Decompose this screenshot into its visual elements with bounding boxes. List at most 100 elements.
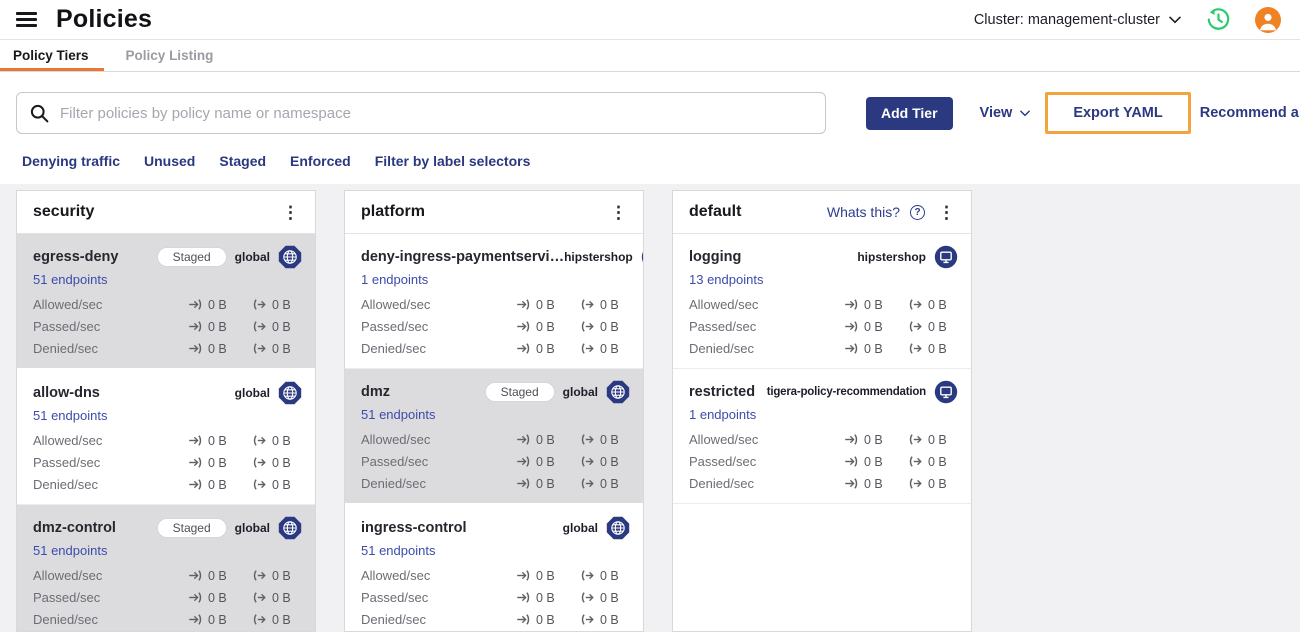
policy-scope-group: hipstershop: [857, 245, 958, 269]
tier-title: platform: [361, 203, 425, 220]
endpoints-link[interactable]: 1 endpoints: [689, 407, 757, 422]
outbound-value-group: 0 B: [908, 432, 958, 447]
policy-card[interactable]: egress-deny Staged global 51 endpoints Allow…: [17, 234, 315, 370]
inbound-value: 0 B: [208, 433, 227, 448]
inbound-value-group: 0 B: [188, 319, 238, 334]
inbound-value-group: 0 B: [516, 476, 566, 491]
whats-this-link[interactable]: Whats this?: [826, 204, 900, 220]
export-yaml-button[interactable]: Export YAML: [1045, 92, 1191, 134]
inbound-value: 0 B: [208, 341, 227, 356]
endpoints-link[interactable]: 51 endpoints: [33, 543, 108, 558]
metric-label: Passed/sec: [689, 454, 757, 469]
endpoints-link[interactable]: 51 endpoints: [361, 407, 436, 422]
metric-label: Passed/sec: [33, 590, 101, 605]
quick-filter-link[interactable]: Unused: [144, 153, 196, 169]
policy-card[interactable]: restricted tigera-policy-recommendation 1 …: [673, 369, 971, 504]
policy-card-header: ingress-control global: [361, 515, 630, 540]
ingress-arrow-icon: [516, 454, 531, 469]
endpoints-link[interactable]: 1 endpoints: [361, 272, 429, 287]
toolbar: Add Tier View Export YAML Recommend a Po…: [16, 92, 1300, 134]
cluster-selector[interactable]: Cluster: management-cluster: [974, 12, 1181, 28]
policy-card[interactable]: dmz Staged global 51 endpoints Allowed/sec 0 …: [345, 369, 643, 505]
chevron-down-icon: [1169, 16, 1181, 24]
metric-row: Allowed/sec 0 B 0 B: [689, 431, 958, 448]
tier-column: platform ⋮ deny-ingress-paymentservi… hipst…: [344, 190, 644, 632]
ingress-arrow-icon: [188, 568, 203, 583]
metric-label: Allowed/sec: [689, 297, 759, 312]
view-dropdown-label: View: [979, 105, 1013, 121]
tab-policy-tiers[interactable]: Policy Tiers: [0, 40, 104, 71]
policy-card[interactable]: deny-ingress-paymentservi… hipstershop 1 e…: [345, 234, 643, 369]
kebab-menu-icon[interactable]: ⋮: [938, 202, 955, 222]
policy-scope-group: Staged global: [484, 380, 630, 404]
metric-label: Allowed/sec: [33, 433, 103, 448]
policy-card[interactable]: ingress-control global 51 endpoints Allowed…: [345, 505, 643, 631]
quick-filter-link[interactable]: Filter by label selectors: [374, 153, 531, 169]
inbound-value: 0 B: [864, 297, 883, 312]
policy-name: allow-dns: [33, 384, 100, 401]
endpoints-link[interactable]: 51 endpoints: [361, 543, 436, 558]
egress-arrow-icon: [252, 612, 267, 627]
egress-arrow-icon: [252, 341, 267, 356]
inbound-value-group: 0 B: [844, 476, 894, 491]
metric-row: Allowed/sec 0 B 0 B: [361, 431, 630, 448]
kebab-menu-icon[interactable]: ⋮: [282, 202, 299, 222]
quick-filter-link[interactable]: Enforced: [290, 153, 351, 169]
metric-values: 0 B 0 B: [188, 433, 302, 448]
policy-card[interactable]: allow-dns global 51 endpoints Allowed/sec 0 …: [17, 370, 315, 505]
metric-row: Allowed/sec 0 B 0 B: [33, 567, 302, 584]
policy-scope-group: Staged global: [156, 516, 302, 540]
outbound-value: 0 B: [600, 568, 619, 583]
metric-values: 0 B 0 B: [516, 590, 630, 605]
history-clock-icon[interactable]: [1205, 7, 1231, 33]
policy-scope-label: global: [234, 520, 270, 535]
policy-card[interactable]: logging hipstershop 13 endpoints Allowed/se…: [673, 234, 971, 369]
outbound-value-group: 0 B: [252, 319, 302, 334]
ingress-arrow-icon: [516, 590, 531, 605]
outbound-value: 0 B: [272, 612, 291, 627]
metric-label: Allowed/sec: [689, 432, 759, 447]
egress-arrow-icon: [580, 590, 595, 605]
recommend-policy-button[interactable]: Recommend a Policy: [1199, 105, 1300, 121]
kebab-menu-icon[interactable]: ⋮: [610, 202, 627, 222]
filter-area: Add Tier View Export YAML Recommend a Po…: [0, 72, 1300, 184]
metric-values: 0 B 0 B: [844, 319, 958, 334]
metric-row: Allowed/sec 0 B 0 B: [361, 567, 630, 584]
outbound-value: 0 B: [928, 454, 947, 469]
egress-arrow-icon: [908, 432, 923, 447]
staged-badge: Staged: [156, 246, 227, 267]
outbound-value-group: 0 B: [908, 341, 958, 356]
endpoints-link[interactable]: 51 endpoints: [33, 272, 108, 287]
namespace-monitor-icon: [934, 245, 958, 269]
tab-policy-listing[interactable]: Policy Listing: [125, 48, 214, 63]
view-dropdown-button[interactable]: View: [980, 105, 1031, 121]
outbound-value-group: 0 B: [580, 341, 630, 356]
question-circle-icon[interactable]: ?: [910, 204, 925, 220]
metric-row: Passed/sec 0 B 0 B: [361, 589, 630, 606]
metric-label: Allowed/sec: [361, 297, 431, 312]
ingress-arrow-icon: [188, 319, 203, 334]
cluster-selector-label: Cluster: management-cluster: [973, 11, 1160, 28]
quick-filter-link[interactable]: Staged: [219, 153, 267, 169]
outbound-value-group: 0 B: [580, 297, 630, 312]
egress-arrow-icon: [908, 476, 923, 491]
add-tier-button[interactable]: Add Tier: [866, 96, 953, 130]
inbound-value: 0 B: [864, 454, 883, 469]
search-input[interactable]: [60, 104, 813, 122]
user-avatar-icon[interactable]: [1255, 6, 1281, 33]
metric-label: Passed/sec: [361, 590, 429, 605]
policy-card[interactable]: dmz-control Staged global 51 endpoints Allow…: [17, 505, 315, 631]
metric-row: Denied/sec 0 B 0 B: [361, 340, 630, 357]
hamburger-icon[interactable]: [16, 12, 37, 27]
inbound-value: 0 B: [864, 319, 883, 334]
ingress-arrow-icon: [188, 455, 203, 470]
namespace-monitor-icon: [641, 245, 643, 269]
policy-scope-label: hipstershop: [857, 249, 926, 264]
inbound-value-group: 0 B: [516, 341, 566, 356]
endpoints-link[interactable]: 13 endpoints: [689, 272, 764, 287]
endpoints-link[interactable]: 51 endpoints: [33, 408, 108, 423]
quick-filter-link[interactable]: Denying traffic: [22, 153, 121, 169]
